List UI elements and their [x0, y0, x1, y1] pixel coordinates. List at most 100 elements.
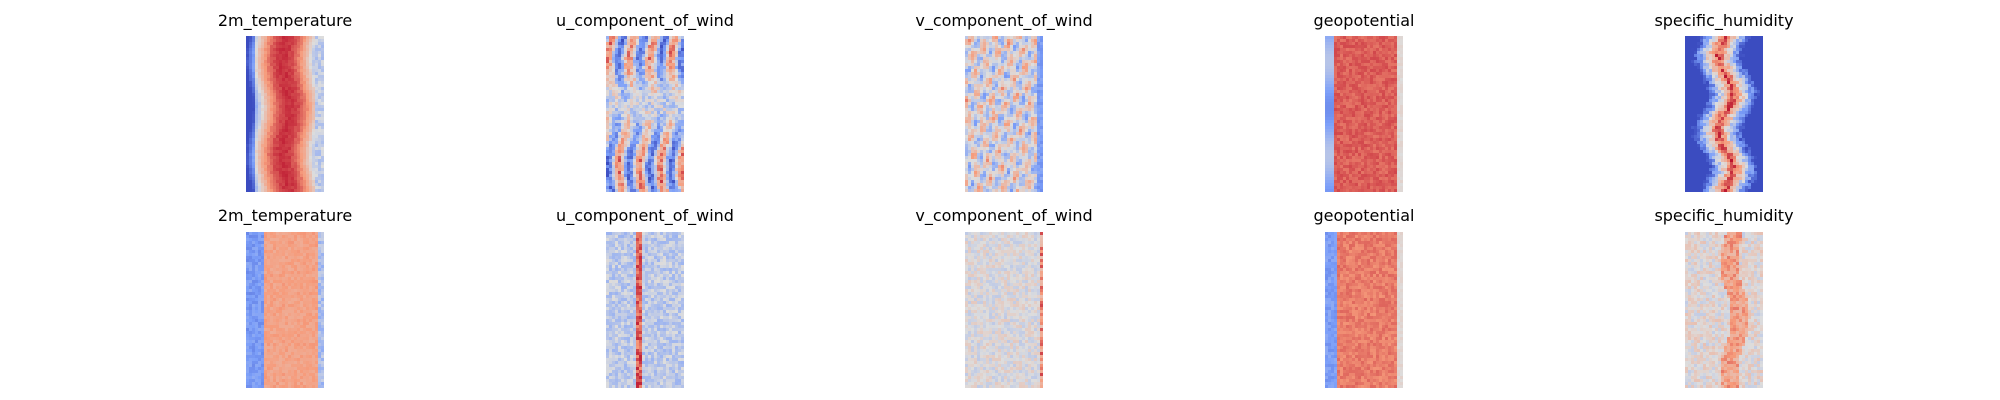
heatmap-cell: [1400, 111, 1403, 115]
heatmap-cell: [1379, 42, 1383, 46]
heatmap-cell: [309, 141, 313, 145]
heatmap-cell: [303, 177, 307, 181]
heatmap-cell: [612, 111, 616, 115]
heatmap-cell: [624, 57, 628, 61]
heatmap-cell: [1019, 165, 1023, 169]
heatmap-cell: [1028, 75, 1032, 79]
heatmap-cell: [285, 153, 289, 157]
heatmap-cell: [992, 108, 996, 112]
heatmap-cell: [1367, 45, 1371, 49]
heatmap-cell: [291, 90, 295, 94]
heatmap-cell: [666, 48, 670, 52]
heatmap-cell: [1031, 156, 1035, 160]
heatmap-cell: [291, 129, 295, 133]
heatmap-cell: [1010, 60, 1014, 64]
heatmap-cell: [615, 159, 619, 163]
heatmap-cell: [995, 54, 999, 58]
heatmap-cell: [1010, 81, 1014, 85]
heatmap-cell: [1001, 117, 1005, 121]
heatmap-cell: [980, 51, 984, 55]
heatmap-cell: [1364, 129, 1368, 133]
heatmap-cell: [258, 174, 262, 178]
heatmap-cell: [1004, 63, 1008, 67]
heatmap-cell: [977, 78, 981, 82]
heatmap-cell: [1040, 81, 1043, 85]
heatmap-cell: [624, 153, 628, 157]
heatmap-cell: [267, 123, 271, 127]
heatmap-cell: [1382, 51, 1386, 55]
heatmap-cell: [252, 189, 256, 192]
heatmap-cell: [315, 42, 319, 46]
heatmap-cell: [1004, 159, 1008, 163]
heatmap-cell: [971, 141, 975, 145]
heatmap-cell: [621, 99, 625, 103]
heatmap-cell: [255, 63, 259, 67]
heatmap-cell: [1013, 150, 1017, 154]
heatmap-cell: [1022, 141, 1026, 145]
heatmap-cell: [980, 42, 984, 46]
heatmap-cell: [1373, 114, 1377, 118]
heatmap-cell: [651, 180, 655, 184]
heatmap-cell: [624, 174, 628, 178]
heatmap-cell: [1022, 75, 1026, 79]
heatmap-cell: [306, 171, 310, 175]
heatmap-cell: [977, 87, 981, 91]
heatmap-cell: [968, 153, 972, 157]
heatmap-cell: [279, 168, 283, 172]
heatmap-cell: [1367, 123, 1371, 127]
heatmap-cell: [1355, 141, 1359, 145]
heatmap-cell: [633, 165, 637, 169]
heatmap-cell: [618, 66, 622, 70]
heatmap-cell: [974, 51, 978, 55]
heatmap-cell: [318, 183, 322, 187]
heatmap-cell: [998, 90, 1002, 94]
heatmap-cell: [645, 102, 649, 106]
heatmap-cell: [678, 147, 682, 151]
heatmap-cell: [1340, 102, 1344, 106]
heatmap-cell: [977, 141, 981, 145]
heatmap-cell: [1373, 117, 1377, 121]
heatmap-cell: [980, 66, 984, 70]
heatmap-cell: [1376, 96, 1380, 100]
heatmap-cell: [306, 165, 310, 169]
heatmap-cell: [1346, 93, 1350, 97]
heatmap-cell: [1382, 45, 1386, 49]
heatmap-cell: [264, 36, 268, 40]
heatmap-cell: [1352, 123, 1356, 127]
heatmap-cell: [321, 153, 324, 157]
heatmap-cell: [1325, 93, 1329, 97]
heatmap-cell: [291, 162, 295, 166]
heatmap-cell: [651, 111, 655, 115]
heatmap-cell: [1331, 36, 1335, 40]
heatmap-cell: [666, 99, 670, 103]
heatmap-cell: [249, 96, 253, 100]
heatmap-cell: [983, 150, 987, 154]
heatmap-cell: [651, 114, 655, 118]
heatmap-cell: [965, 189, 969, 192]
heatmap-cell: [258, 45, 262, 49]
heatmap-cell: [246, 153, 250, 157]
heatmap-cell: [267, 102, 271, 106]
heatmap-cell: [1400, 135, 1403, 139]
heatmap-cell: [977, 39, 981, 43]
heatmap-cell: [1337, 114, 1341, 118]
heatmap-cell: [294, 42, 298, 46]
heatmap-cell: [309, 66, 313, 70]
heatmap-cell: [995, 57, 999, 61]
heatmap-cell: [1034, 87, 1038, 91]
heatmap-cell: [636, 42, 640, 46]
heatmap-cell: [1337, 45, 1341, 49]
heatmap-cell: [285, 48, 289, 52]
heatmap-cell: [642, 171, 646, 175]
heatmap-cell: [1373, 42, 1377, 46]
heatmap-cell: [1037, 144, 1041, 148]
heatmap-cell: [1343, 39, 1347, 43]
heatmap-cell: [264, 147, 268, 151]
heatmap-cell: [995, 87, 999, 91]
heatmap-cell: [285, 96, 289, 100]
heatmap-cell: [312, 84, 316, 88]
heatmap-cell: [1355, 93, 1359, 97]
heatmap-cell: [276, 189, 280, 192]
heatmap-cell: [995, 114, 999, 118]
heatmap-cell: [663, 72, 667, 76]
